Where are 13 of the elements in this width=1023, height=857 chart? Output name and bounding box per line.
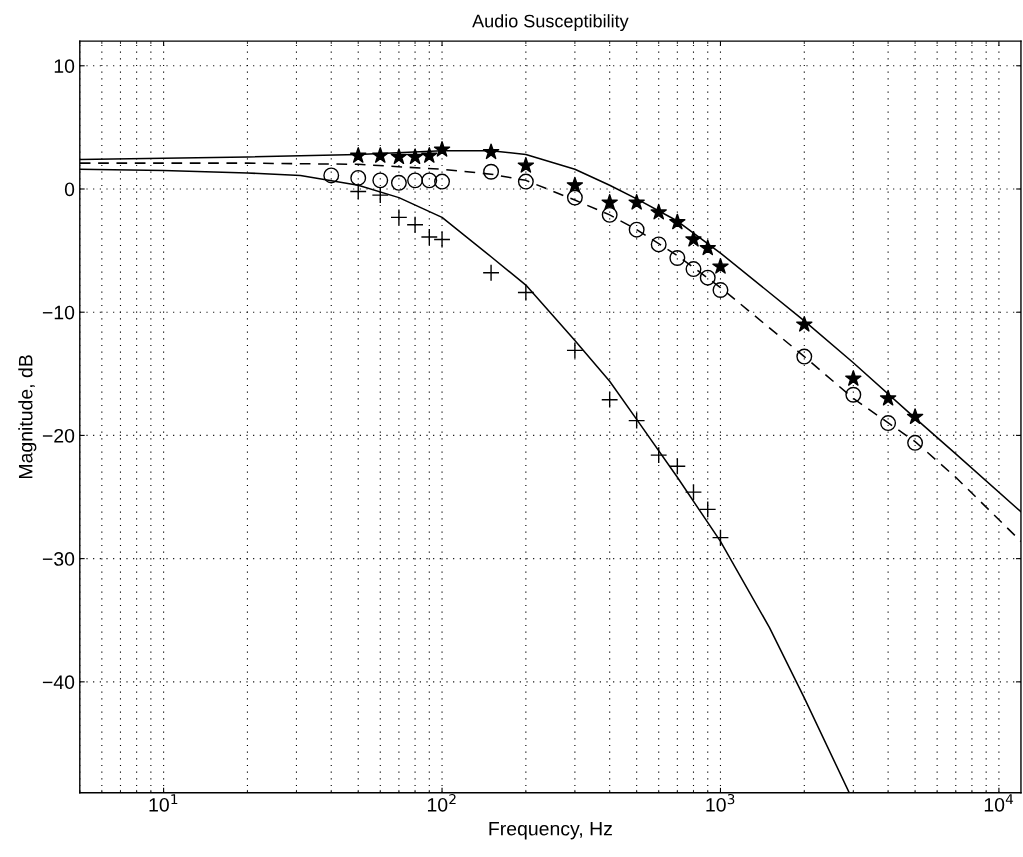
x-tick-label: 10$^{2}$ xyxy=(427,793,456,812)
x-axis-title: Frequency, Hz xyxy=(489,821,612,840)
x-tick-label: 10$^{4}$ xyxy=(984,794,1014,812)
y-tick-label: −40 xyxy=(42,675,75,690)
y-tick-label: 0 xyxy=(64,182,75,197)
y-tick-label: 10 xyxy=(54,59,75,74)
chart-title: Audio Susceptibility xyxy=(472,14,629,31)
y-tick-label: −10 xyxy=(42,305,75,320)
y-axis-title: Magnitude, dB xyxy=(18,355,37,479)
y-tick-label: −30 xyxy=(42,552,75,566)
y-tick-label: −20 xyxy=(42,428,75,443)
x-tick-label: 10$^{1}$ xyxy=(149,794,178,812)
x-tick-label: 10$^{3}$ xyxy=(706,793,735,812)
